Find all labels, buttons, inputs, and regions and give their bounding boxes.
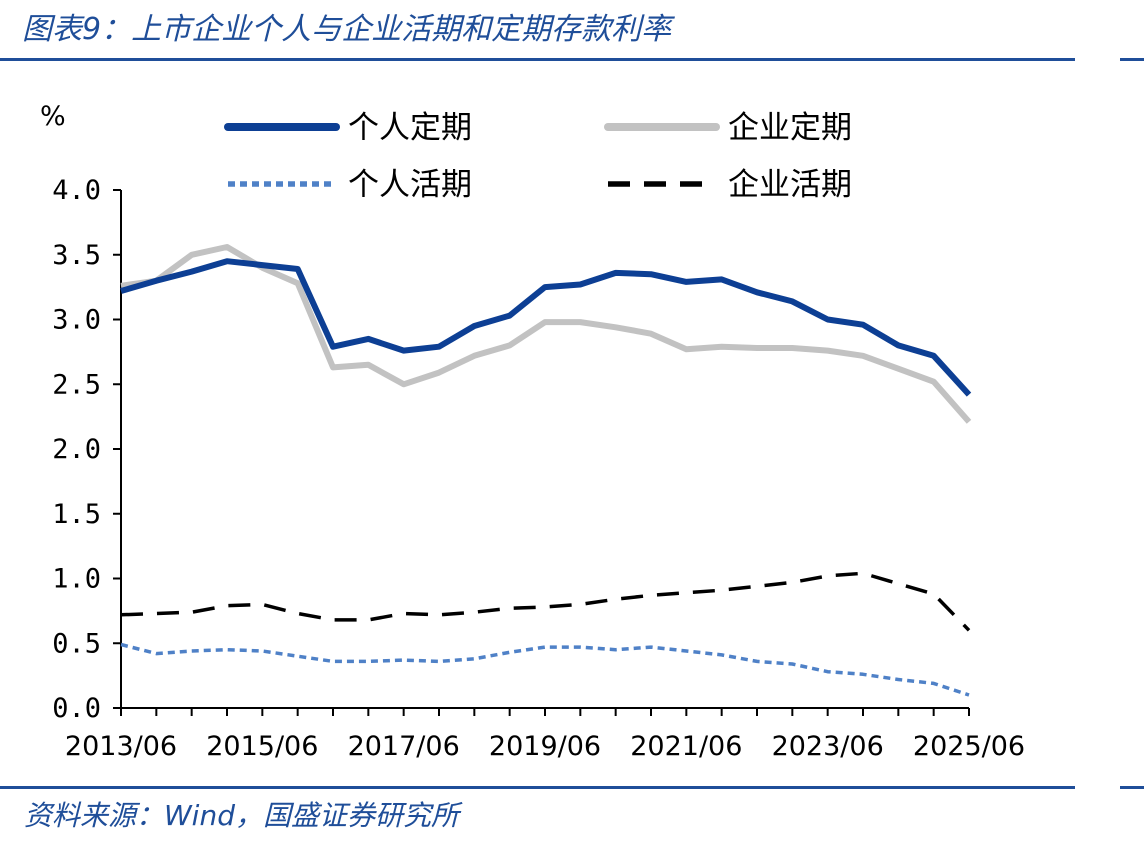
y-tick-label: 1.0 xyxy=(52,564,101,595)
x-tick-label: 2025/06 xyxy=(913,731,1025,762)
series-line-1 xyxy=(120,258,972,397)
series-line-4 xyxy=(120,571,971,632)
y-tick-label: 0.5 xyxy=(52,628,101,659)
top-divider-right xyxy=(1120,58,1144,61)
y-tick-label: 3.0 xyxy=(52,305,101,336)
y-axis-unit: % xyxy=(40,101,66,132)
y-tick-label: 2.5 xyxy=(52,369,101,400)
series-line-3 xyxy=(120,642,970,697)
legend-label-1: 个人定期 xyxy=(348,110,472,146)
x-tick-label: 2013/06 xyxy=(65,731,177,762)
legend-label-2: 企业定期 xyxy=(728,110,852,146)
series-line-2 xyxy=(120,244,972,424)
legend-label-4: 企业活期 xyxy=(728,167,852,203)
x-tick-label: 2023/06 xyxy=(772,731,884,762)
x-tick-label: 2021/06 xyxy=(630,731,742,762)
x-tick-label: 2019/06 xyxy=(489,731,601,762)
y-tick-label: 4.0 xyxy=(52,175,101,206)
source-note: 资料来源：Wind，国盛证券研究所 xyxy=(24,799,459,832)
x-tick-label: 2017/06 xyxy=(348,731,460,762)
y-tick-label: 2.0 xyxy=(52,434,101,465)
axes: 0.0 0.5 1.0 1.5 2.0 2.5 3.0 3.5 4.0% 2013/06 2015/… xyxy=(40,101,1025,762)
top-divider xyxy=(0,58,1075,61)
bottom-divider-right xyxy=(1120,786,1144,789)
y-tick-label: 0.0 xyxy=(52,693,101,724)
y-tick-label: 3.5 xyxy=(52,240,101,271)
x-tick-label: 2015/06 xyxy=(206,731,318,762)
legend-label-3: 个人活期 xyxy=(348,167,472,203)
y-tick-label: 1.5 xyxy=(52,499,101,530)
bottom-divider xyxy=(0,786,1075,789)
chart-title: 图表9：上市企业个人与企业活期和定期存款利率 xyxy=(22,12,672,47)
series-layer xyxy=(120,244,972,697)
